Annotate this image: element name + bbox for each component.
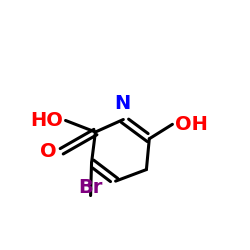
Text: N: N [114,94,130,113]
Text: OH: OH [175,115,208,134]
Text: Br: Br [78,178,103,197]
Text: HO: HO [30,111,63,130]
Text: O: O [40,142,57,161]
